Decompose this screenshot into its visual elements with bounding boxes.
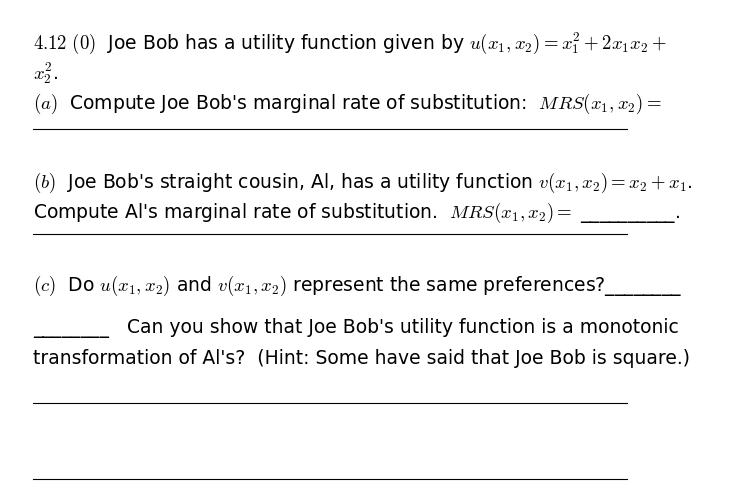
Text: $(b)$  Joe Bob's straight cousin, Al, has a utility function $v(x_1, x_2) = x_2+: $(b)$ Joe Bob's straight cousin, Al, has… — [33, 171, 692, 195]
Text: transformation of Al's?  (Hint: Some have said that Joe Bob is square.): transformation of Al's? (Hint: Some have… — [33, 350, 690, 369]
Text: ________   Can you show that Joe Bob's utility function is a monotonic: ________ Can you show that Joe Bob's uti… — [33, 318, 679, 338]
Text: $x_2^2$.: $x_2^2$. — [33, 60, 58, 87]
Text: $\mathbf{4.12\ (0)}$  Joe Bob has a utility function given by $u(x_1, x_2) = x_1: $\mathbf{4.12\ (0)}$ Joe Bob has a utili… — [33, 31, 667, 56]
Text: $(c)$  Do $u(x_1, x_2)$ and $v(x_1, x_2)$ represent the same preferences?_______: $(c)$ Do $u(x_1, x_2)$ and $v(x_1, x_2)$… — [33, 273, 682, 298]
Text: Compute Al's marginal rate of substitution.  $MRS(x_1,x_2) =$ __________.: Compute Al's marginal rate of substituti… — [33, 201, 680, 225]
Text: $(a)$  Compute Joe Bob's marginal rate of substitution:  $MRS(x_1, x_2) =$: $(a)$ Compute Joe Bob's marginal rate of… — [33, 92, 662, 117]
